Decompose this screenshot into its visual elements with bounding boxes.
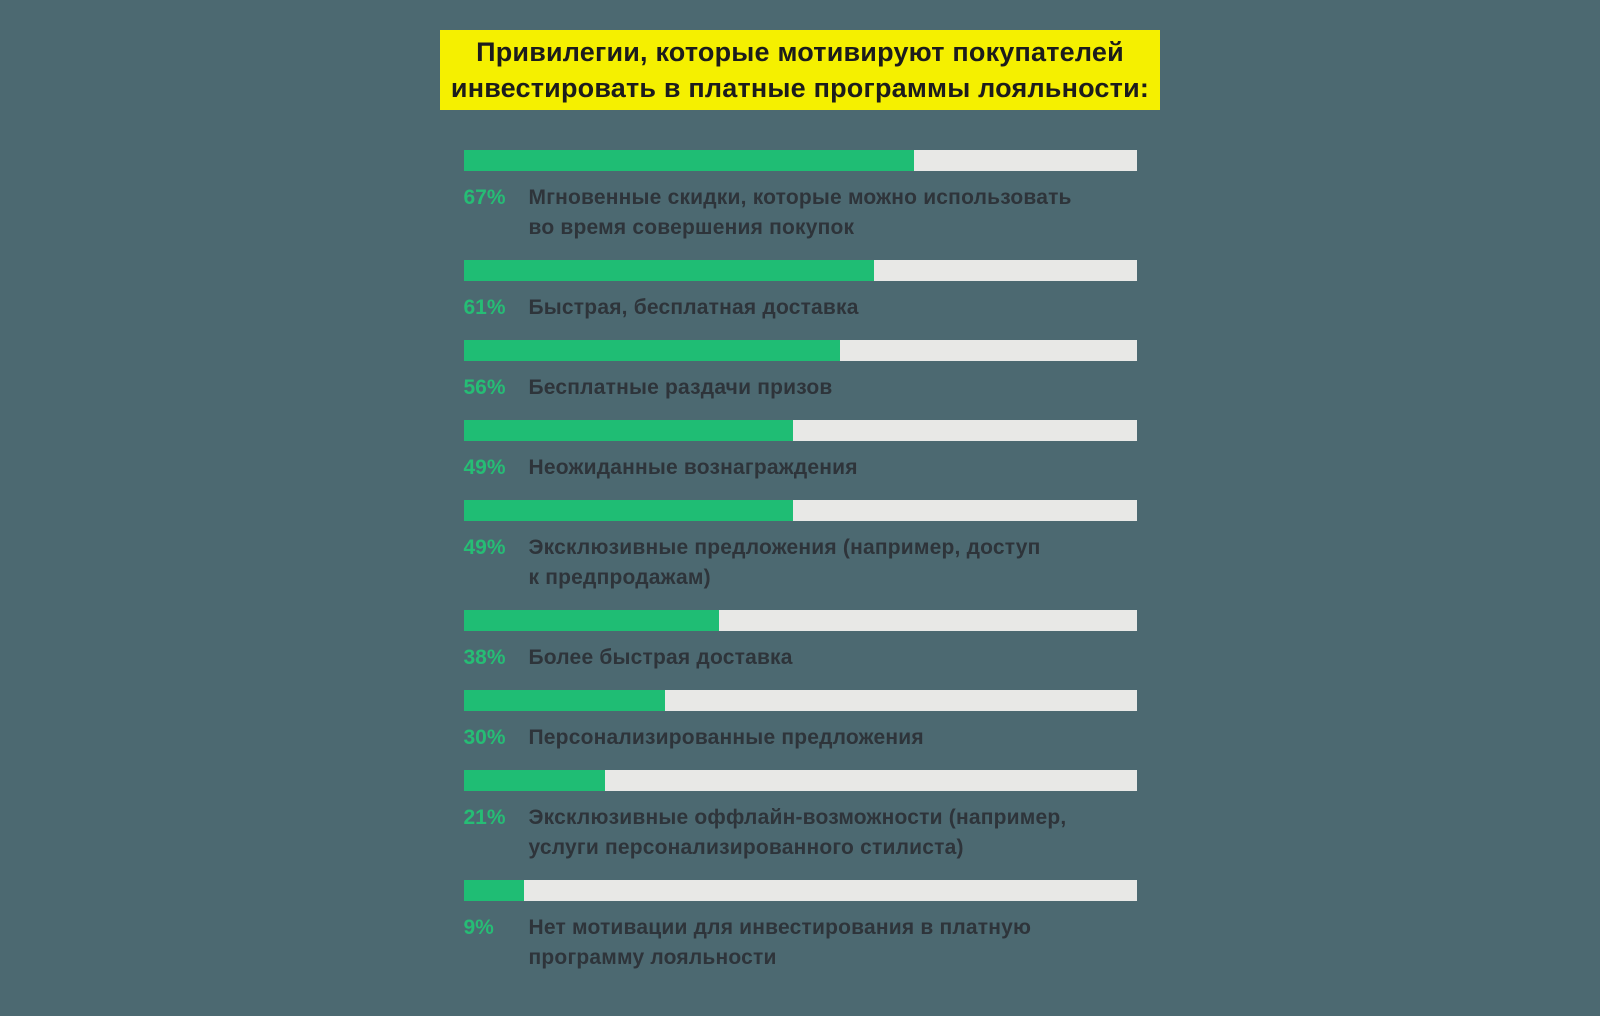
percent-label: 67% bbox=[463, 186, 506, 209]
bar-caption: 38% Более быстрая доставка bbox=[464, 643, 1137, 673]
bar-group: 61% Быстрая, бесплатная доставка bbox=[463, 260, 1137, 323]
bar-group: 38% Более быстрая доставка bbox=[463, 610, 1137, 673]
bar-caption: 61% Быстрая, бесплатная доставка bbox=[464, 293, 1137, 323]
bar-track bbox=[463, 880, 1137, 901]
percent-label: 21% bbox=[463, 806, 506, 829]
bar-fill bbox=[463, 420, 794, 441]
bar-group: 49% Эксклюзивные предложения (например, … bbox=[463, 500, 1137, 593]
bar-track bbox=[463, 340, 1137, 361]
percent-label: 30% bbox=[463, 726, 506, 749]
category-label: Нет мотивации для инвестирования в платн… bbox=[528, 916, 1032, 969]
percent-label: 61% bbox=[463, 296, 506, 319]
percent-label: 9% bbox=[463, 916, 494, 939]
category-label: Мгновенные скидки, которые можно использ… bbox=[528, 186, 1072, 239]
chart-title: Привилегии, которые мотивируют покупател… bbox=[450, 37, 1150, 103]
bar-group: 49% Неожиданные вознаграждения bbox=[463, 420, 1137, 483]
bar-track bbox=[463, 500, 1137, 521]
bar-track bbox=[463, 260, 1137, 281]
bar-caption: 21% Эксклюзивные оффлайн-возможности (на… bbox=[464, 803, 1137, 863]
bar-chart: 67% Мгновенные скидки, которые можно исп… bbox=[463, 150, 1137, 973]
chart-title-box: Привилегии, которые мотивируют покупател… bbox=[440, 30, 1160, 110]
bar-track bbox=[463, 420, 1137, 441]
bar-fill bbox=[463, 500, 794, 521]
category-label: Быстрая, бесплатная доставка bbox=[528, 296, 859, 319]
bar-fill bbox=[463, 340, 841, 361]
bar-group: 9% Нет мотивации для инвестирования в пл… bbox=[463, 880, 1137, 973]
bar-fill bbox=[463, 150, 915, 171]
bar-track bbox=[463, 610, 1137, 631]
category-label: Неожиданные вознаграждения bbox=[528, 456, 858, 479]
bar-caption: 49% Неожиданные вознаграждения bbox=[464, 453, 1137, 483]
category-label: Персонализированные предложения bbox=[528, 726, 924, 749]
bar-fill bbox=[463, 610, 720, 631]
category-label: Бесплатные раздачи призов bbox=[528, 376, 833, 399]
bar-caption: 56% Бесплатные раздачи призов bbox=[464, 373, 1137, 403]
bar-group: 67% Мгновенные скидки, которые можно исп… bbox=[463, 150, 1137, 243]
bar-caption: 30% Персонализированные предложения bbox=[464, 723, 1137, 753]
bar-caption: 67% Мгновенные скидки, которые можно исп… bbox=[464, 183, 1137, 243]
category-label: Эксклюзивные предложения (например, дост… bbox=[528, 536, 1041, 589]
bar-caption: 49% Эксклюзивные предложения (например, … bbox=[464, 533, 1137, 593]
bar-fill bbox=[463, 880, 525, 901]
bar-group: 56% Бесплатные раздачи призов bbox=[463, 340, 1137, 403]
percent-label: 49% bbox=[463, 456, 506, 479]
bar-caption: 9% Нет мотивации для инвестирования в пл… bbox=[464, 913, 1137, 973]
bar-track bbox=[463, 690, 1137, 711]
bar-track bbox=[463, 150, 1137, 171]
percent-label: 56% bbox=[463, 376, 506, 399]
category-label: Более быстрая доставка bbox=[528, 646, 793, 669]
percent-label: 38% bbox=[463, 646, 506, 669]
category-label: Эксклюзивные оффлайн-возможности (наприм… bbox=[528, 806, 1067, 859]
bar-fill bbox=[463, 770, 605, 791]
bar-fill bbox=[463, 690, 666, 711]
bar-group: 30% Персонализированные предложения bbox=[463, 690, 1137, 753]
bar-group: 21% Эксклюзивные оффлайн-возможности (на… bbox=[463, 770, 1137, 863]
bar-track bbox=[463, 770, 1137, 791]
bar-fill bbox=[463, 260, 875, 281]
percent-label: 49% bbox=[463, 536, 506, 559]
